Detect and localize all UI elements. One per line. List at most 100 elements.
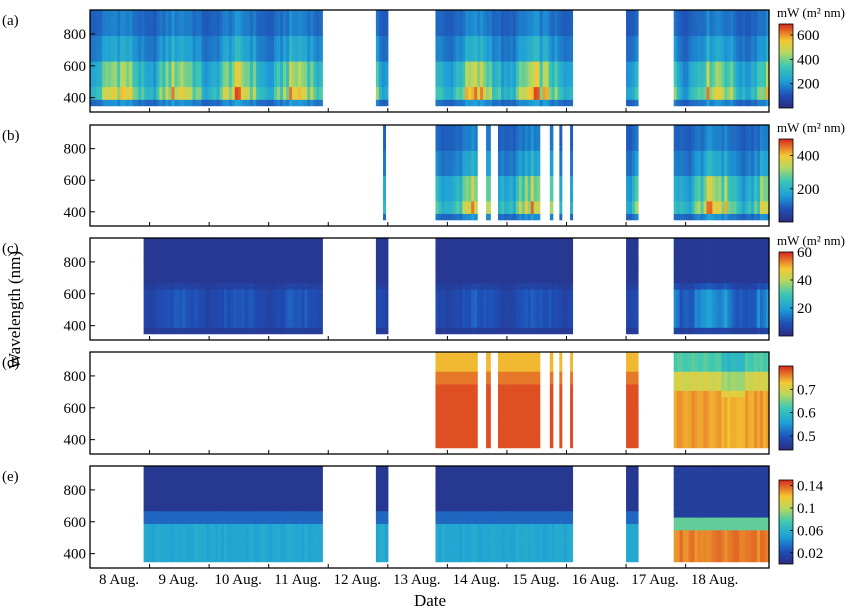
heat-cell <box>144 61 148 68</box>
heat-cell <box>512 48 517 56</box>
data-segment <box>375 10 389 107</box>
heat-cell <box>474 131 478 139</box>
heat-cell <box>147 35 151 43</box>
heat-cell <box>563 29 568 37</box>
heat-cell <box>301 48 305 56</box>
heat-cell <box>563 92 568 100</box>
heat-cell <box>468 99 472 107</box>
heat-cell <box>703 35 708 43</box>
heat-cell <box>240 99 245 107</box>
heat-cell <box>283 73 287 81</box>
data-segment <box>486 125 491 221</box>
heat-cell <box>435 54 440 62</box>
heat-cell <box>261 16 266 24</box>
heat-cell <box>90 67 94 75</box>
heat-cell <box>453 54 457 62</box>
heat-cell <box>286 67 290 75</box>
heat-cell <box>249 80 254 88</box>
heat-cell <box>105 54 109 62</box>
heat-cell <box>162 16 167 24</box>
heat-cell <box>319 269 323 277</box>
heat-cell <box>210 61 215 68</box>
heat-cell <box>691 48 696 56</box>
heat-cell <box>703 16 708 24</box>
heat-cell <box>114 10 118 17</box>
heat-cell <box>438 73 443 81</box>
heat-cell <box>450 86 454 94</box>
heat-cell <box>189 92 194 100</box>
heat-cell <box>691 92 696 100</box>
heat-cell <box>459 16 463 24</box>
heat-cell <box>542 99 547 107</box>
heat-cell <box>700 29 705 37</box>
heat-cell <box>271 41 275 49</box>
heat-cell <box>685 73 690 81</box>
heat-cell <box>316 67 320 75</box>
heat-cell <box>492 48 496 56</box>
heat-cell <box>706 35 711 43</box>
heat-cell <box>138 48 142 56</box>
heat-cell <box>96 48 100 56</box>
heat-cell <box>542 41 547 49</box>
heat-cell <box>730 41 734 49</box>
heat-cell <box>144 48 148 56</box>
heat-cell <box>102 80 106 88</box>
heat-cell <box>682 86 687 94</box>
heat-cell <box>629 35 633 43</box>
data-segment <box>673 125 770 221</box>
heat-cell <box>313 99 317 107</box>
heat-cell <box>518 16 523 24</box>
heat-cell <box>93 99 97 107</box>
heat-cell <box>304 10 308 17</box>
heat-cell <box>549 125 554 132</box>
heat-cell <box>123 54 127 62</box>
colorbar-tick-label: 400 <box>797 149 820 165</box>
heat-cell <box>542 61 547 68</box>
heat-cell <box>685 67 690 75</box>
heat-cell <box>706 86 711 94</box>
heat-cell <box>307 41 311 49</box>
heat-cell <box>120 35 124 43</box>
heat-cell <box>453 92 457 100</box>
heat-cell <box>536 92 541 100</box>
heat-cell <box>90 92 94 100</box>
y-tick-label: 600 <box>64 173 87 189</box>
heat-cell <box>453 16 457 24</box>
heat-cell <box>703 22 708 30</box>
heat-cell <box>258 80 263 88</box>
heat-cell <box>144 22 148 30</box>
heat-cell <box>626 16 630 24</box>
heat-cell <box>700 41 705 49</box>
heat-cell <box>477 48 481 56</box>
heat-cell <box>486 175 491 183</box>
heat-cell <box>153 61 157 68</box>
heat-cell <box>679 67 684 75</box>
heat-cell <box>503 48 508 56</box>
heat-cell <box>271 16 275 24</box>
heat-cell <box>381 73 386 81</box>
heat-cell <box>694 67 699 75</box>
heat-cell <box>634 73 639 81</box>
heat-cell <box>709 73 714 81</box>
heat-cell <box>111 10 115 17</box>
heat-cell <box>456 29 460 37</box>
heat-cell <box>123 73 127 81</box>
heat-cell <box>453 41 457 49</box>
heat-cell <box>694 29 699 37</box>
heat-cell <box>495 92 499 100</box>
heat-cell <box>153 73 157 81</box>
heat-cell <box>280 22 284 30</box>
heat-cell <box>271 10 275 17</box>
heat-cell <box>474 99 478 107</box>
heat-cell <box>141 80 145 88</box>
heat-cell <box>383 175 387 183</box>
heat-cell <box>222 35 227 43</box>
heat-cell <box>512 29 517 37</box>
heat-cell <box>213 41 218 49</box>
heat-cell <box>530 10 535 17</box>
heat-cell <box>141 41 145 49</box>
heat-cell <box>207 10 212 17</box>
heat-cell <box>271 29 275 37</box>
heat-cell <box>530 86 535 94</box>
